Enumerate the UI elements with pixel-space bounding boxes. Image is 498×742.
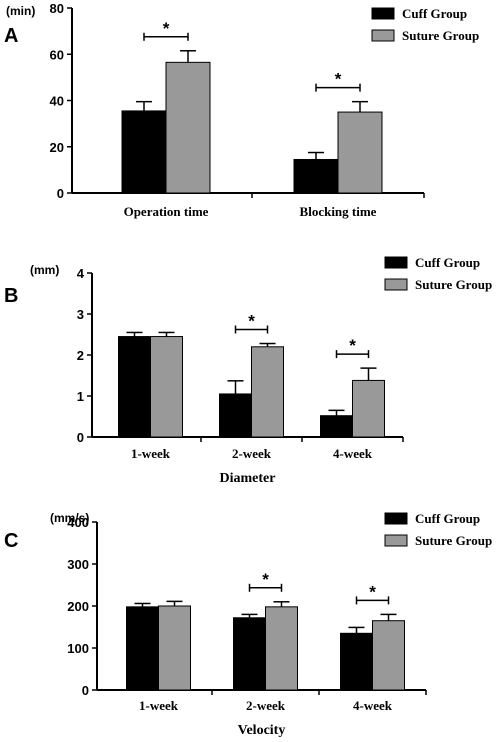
panel-letter: B — [4, 285, 18, 307]
legend-swatch — [371, 29, 395, 42]
y-tick-label: 60 — [50, 47, 64, 62]
bar-suture-group — [165, 61, 211, 194]
legend-swatch — [371, 7, 395, 20]
x-tick-label: 1-week — [131, 446, 171, 461]
y-tick-label: 3 — [77, 307, 84, 322]
bar-cuff-group — [320, 415, 353, 438]
bar-cuff-group — [118, 336, 151, 438]
bar-cuff-group — [233, 617, 266, 691]
legend-swatch — [384, 534, 408, 547]
legend-swatch — [384, 278, 408, 291]
x-axis-label: Diameter — [220, 471, 276, 486]
bar-suture-group — [372, 620, 405, 691]
bar-suture-group — [251, 346, 284, 438]
y-tick-label: 1 — [77, 389, 84, 404]
y-tick-label: 4 — [77, 266, 85, 281]
significance-star: * — [262, 570, 269, 589]
legend-swatch — [384, 256, 408, 269]
chart-panel-c: C (mm/s) 0 100 200 300 400 1-week 2-week * 4-week *… — [4, 511, 492, 738]
bar-suture-group — [265, 606, 298, 691]
legend-label: Suture Group — [402, 28, 479, 43]
bar-cuff-group — [121, 110, 167, 194]
x-tick-label: Operation time — [124, 204, 209, 219]
y-unit-label: (mm/s) — [50, 511, 89, 525]
legend-label: Cuff Group — [415, 511, 480, 526]
y-tick-label: 400 — [67, 515, 89, 530]
significance-star: * — [163, 19, 170, 38]
bar-suture-group — [150, 336, 183, 438]
panel-letter: A — [4, 25, 18, 47]
bar-cuff-group — [126, 606, 159, 691]
y-tick-label: 0 — [77, 430, 84, 445]
x-axis-label: Velocity — [238, 723, 286, 738]
bar-suture-group — [337, 111, 383, 194]
x-tick-label: 1-week — [139, 698, 179, 713]
significance-star: * — [349, 336, 356, 355]
y-unit-label: (min) — [6, 4, 35, 18]
significance-star: * — [369, 582, 376, 601]
x-tick-label: 4-week — [353, 698, 393, 713]
significance-star: * — [248, 312, 255, 331]
bar-suture-group — [352, 379, 385, 438]
bar-cuff-group — [340, 632, 373, 691]
x-tick-label: Blocking time — [300, 204, 377, 219]
y-tick-label: 0 — [57, 186, 64, 201]
legend-swatch — [384, 512, 408, 525]
x-tick-label: 4-week — [333, 446, 373, 461]
y-tick-label: 20 — [50, 140, 64, 155]
y-tick-label: 40 — [50, 94, 64, 109]
chart-panel-b: B (mm) 0 1 2 3 4 1-week 2-week * 4-week * Diameter Cu… — [4, 255, 492, 486]
y-tick-label: 0 — [82, 683, 89, 698]
significance-star: * — [335, 70, 342, 89]
y-tick-label: 300 — [67, 557, 89, 572]
y-tick-label: 2 — [77, 348, 84, 363]
panel-letter: C — [4, 530, 18, 552]
legend-label: Cuff Group — [402, 6, 467, 21]
legend-label: Cuff Group — [415, 255, 480, 270]
y-tick-label: 80 — [50, 1, 64, 16]
chart-panel-a: A (min) 0 20 40 60 80 Operation time * Blocking t… — [4, 1, 479, 219]
y-unit-label: (mm) — [30, 263, 59, 277]
bar-cuff-group — [293, 158, 339, 194]
legend-label: Suture Group — [415, 277, 492, 292]
x-tick-label: 2-week — [246, 698, 286, 713]
bar-suture-group — [158, 605, 191, 691]
legend-label: Suture Group — [415, 533, 492, 548]
x-tick-label: 2-week — [232, 446, 272, 461]
y-tick-label: 200 — [67, 599, 89, 614]
y-tick-label: 100 — [67, 641, 89, 656]
bar-cuff-group — [219, 393, 252, 438]
